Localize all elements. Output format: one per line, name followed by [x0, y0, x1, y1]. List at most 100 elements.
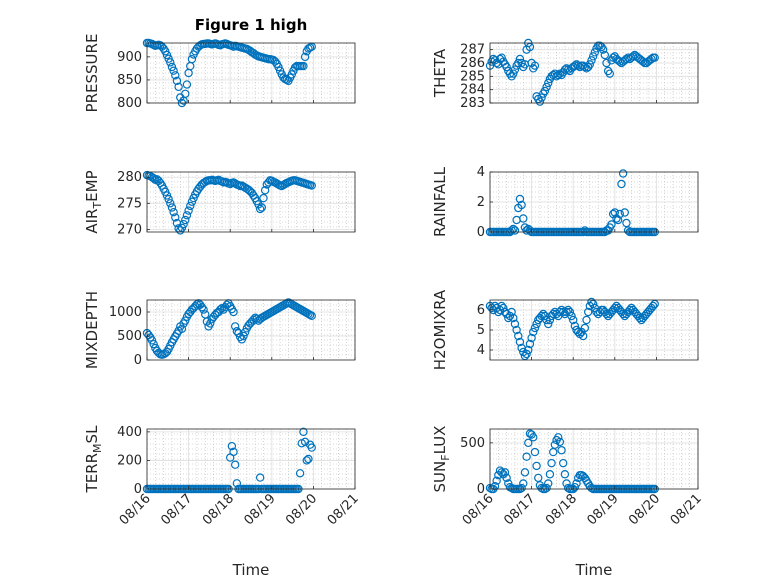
- data-point: [300, 52, 310, 62]
- series-markers: [142, 170, 316, 235]
- y-tick-label: 286: [460, 56, 485, 71]
- data-point: [582, 315, 591, 325]
- data-point: [181, 316, 190, 325]
- data-point: [600, 50, 610, 60]
- y-axis-label: SUNFLUX: [431, 426, 452, 493]
- y-tick-label: 5: [477, 323, 485, 338]
- data-point: [166, 199, 175, 208]
- data-point: [186, 201, 195, 211]
- data-point: [617, 179, 626, 189]
- data-point: [545, 470, 555, 479]
- data-point: [515, 337, 525, 347]
- data-point: [229, 307, 238, 317]
- data-point: [255, 204, 265, 214]
- x-tick-label: 08/18: [200, 491, 237, 528]
- data-point: [562, 307, 571, 317]
- data-point: [492, 476, 501, 485]
- y-axis-label: H2OMIXRA: [431, 289, 449, 370]
- data-point: [648, 301, 658, 311]
- y-tick-label: 500: [460, 436, 485, 451]
- data-point: [497, 468, 506, 477]
- data-point: [580, 323, 590, 333]
- data-point: [527, 333, 536, 343]
- x-tick-label: 08/20: [626, 491, 663, 528]
- data-point: [522, 452, 531, 461]
- data-point: [182, 80, 192, 89]
- data-point: [171, 213, 180, 222]
- data-point: [171, 71, 180, 80]
- y-tick-label: 0: [477, 225, 485, 240]
- data-point: [530, 447, 540, 457]
- x-tick-label: 08/19: [585, 491, 622, 528]
- data-point: [227, 441, 237, 451]
- y-tick-label: 400: [117, 425, 142, 440]
- y-tick-label: 850: [117, 73, 142, 88]
- x-tick-label: 08/17: [158, 491, 195, 528]
- data-point: [650, 53, 659, 62]
- data-point: [230, 322, 240, 331]
- x-axis-label-right: Time: [575, 561, 613, 579]
- data-point: [307, 311, 316, 321]
- data-point: [255, 473, 265, 482]
- x-tick-label: 08/18: [543, 491, 580, 528]
- data-point: [149, 339, 158, 349]
- data-point: [587, 56, 596, 65]
- data-point: [565, 307, 575, 317]
- data-point: [572, 479, 581, 488]
- data-point: [172, 76, 182, 86]
- plot-area: [147, 172, 355, 232]
- data-point: [605, 69, 615, 78]
- y-tick-label: 275: [117, 196, 142, 211]
- data-point: [618, 169, 628, 178]
- series-markers: [485, 297, 659, 361]
- data-point: [197, 303, 207, 312]
- data-point: [555, 437, 565, 447]
- data-point: [573, 327, 583, 337]
- x-tick-label: 08/19: [242, 491, 279, 528]
- series-markers: [142, 298, 316, 359]
- data-point: [542, 82, 551, 92]
- y-tick-label: 287: [460, 43, 485, 58]
- data-point: [560, 470, 570, 479]
- data-point: [510, 226, 520, 235]
- plot-area: [147, 429, 355, 489]
- data-point: [164, 194, 173, 204]
- axes-box: [489, 428, 699, 490]
- data-point: [615, 209, 624, 219]
- data-point: [588, 52, 598, 61]
- data-point: [517, 200, 526, 210]
- x-tick-label: 08/20: [283, 491, 320, 528]
- x-tick-label: 08/21: [668, 491, 705, 528]
- data-point: [557, 446, 566, 455]
- data-point: [181, 215, 190, 225]
- data-point: [607, 220, 616, 229]
- data-point: [167, 203, 177, 212]
- data-point: [602, 309, 611, 319]
- y-tick-label: 4: [477, 165, 485, 180]
- data-point: [216, 305, 225, 314]
- data-point: [622, 218, 631, 228]
- data-point: [542, 315, 551, 325]
- data-point: [230, 460, 240, 469]
- axes-box: [146, 299, 356, 361]
- data-point: [567, 311, 576, 321]
- data-point: [169, 66, 178, 75]
- plot-area: [490, 429, 698, 489]
- data-point: [519, 479, 528, 488]
- data-point: [497, 53, 506, 62]
- y-tick-label: 900: [117, 50, 142, 65]
- data-point: [169, 207, 178, 217]
- data-point: [529, 433, 538, 442]
- y-tick-label: 0: [477, 482, 485, 497]
- data-point: [520, 468, 530, 477]
- y-axis-label: THETA: [431, 48, 449, 98]
- data-point: [532, 461, 541, 471]
- data-point: [598, 45, 608, 54]
- data-point: [559, 458, 568, 468]
- data-point: [544, 78, 553, 88]
- data-point: [302, 456, 311, 465]
- data-point: [525, 42, 535, 52]
- data-point: [522, 349, 531, 359]
- data-point: [206, 319, 215, 328]
